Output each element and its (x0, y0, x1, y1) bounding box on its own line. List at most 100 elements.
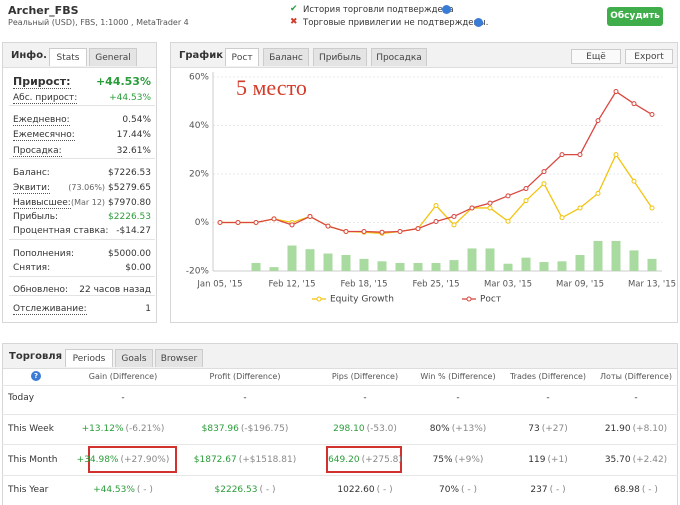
column-header: Gain (Difference) (88, 372, 158, 381)
info-label: Абс. прирост: (13, 93, 78, 104)
info-value-group: 0.54% (122, 114, 151, 126)
info-row: Прирост: +44.53% (13, 75, 151, 89)
cell-value: $2226.53 (214, 485, 258, 495)
table-cell: - (456, 392, 459, 404)
discuss-button[interactable]: Обсудить (607, 7, 663, 26)
info-value: $7970.80 (108, 198, 151, 208)
verified-text: История торговли подтверждена (303, 5, 454, 15)
table-cell: +13.12% (-6.21%) (82, 423, 165, 435)
cell-value: $1872.67 (193, 455, 237, 465)
help-icon[interactable] (442, 5, 451, 14)
info-label: Обновлено: (13, 285, 69, 295)
table-cell: 1022.60( - ) (337, 484, 392, 496)
info-value-group: +44.53% (109, 92, 151, 104)
row-separator (2, 475, 678, 476)
info-row: Ежедневно: 0.54% (13, 114, 151, 126)
tab[interactable]: Прибыль (313, 48, 367, 66)
info-row: Эквити: (73.06%) $5279.65 (13, 182, 151, 194)
info-label: Наивысшее: (13, 198, 71, 209)
cell-value: - (546, 393, 550, 403)
info-value: 32.61% (116, 146, 151, 156)
panel-title: Инфо. (11, 50, 47, 61)
cell-value: 237 (530, 485, 548, 495)
table-cell: $2226.53( - ) (215, 484, 276, 496)
info-value-group: 22 часов назад (79, 284, 151, 296)
export-button[interactable]: Export (625, 49, 673, 64)
table-cell: 75% (+9%) (433, 454, 484, 466)
cell-diff: ( - ) (136, 485, 153, 495)
cell-value: 75% (432, 455, 453, 465)
info-value-group: $2226.53 (108, 211, 151, 223)
info-label: Пополнения: (13, 249, 75, 259)
help-icon[interactable] (474, 18, 483, 27)
account-subtitle: Реальный (USD), FBS, 1:1000 , MetaTrader… (8, 18, 189, 27)
tab[interactable]: General (89, 48, 137, 66)
table-cell: 70%( - ) (439, 484, 477, 496)
info-value: 1 (145, 304, 151, 314)
cell-diff: (+27) (541, 424, 568, 434)
tab[interactable]: Рост (225, 48, 259, 66)
column-header: Pips (Difference) (331, 372, 399, 381)
info-value: $0.00 (125, 263, 151, 273)
tab[interactable]: Баланс (263, 48, 309, 66)
trading-panel: Торговля Periods Goals Browser (2, 343, 678, 505)
cell-value: 21.90 (604, 424, 631, 434)
table-cell: - (634, 392, 637, 404)
info-row: Прибыль: $2226.53 (13, 211, 151, 223)
cell-value: 119 (528, 455, 546, 465)
tab[interactable]: Stats (49, 48, 87, 66)
info-label: Прибыль: (13, 212, 59, 222)
cell-value: 68.98 (614, 485, 640, 495)
table-cell: - (243, 392, 246, 404)
column-header: Win % (Difference) (420, 372, 496, 381)
info-value-group: $5000.00 (108, 248, 151, 260)
info-label: Ежедневно: (13, 115, 70, 126)
cell-value: 70% (438, 485, 460, 495)
info-value-group: (Mar 12) $7970.80 (71, 197, 151, 209)
cell-value: 80% (429, 424, 450, 434)
row-separator (2, 385, 678, 386)
info-value-group: $0.00 (125, 262, 151, 274)
cell-diff: (+13%) (451, 424, 487, 434)
tab[interactable]: Просадка (371, 48, 427, 66)
cell-value: 649.20 (328, 455, 360, 465)
row-label: This Year (8, 485, 49, 495)
table-cell: +34.98% (+27.90%) (77, 454, 170, 466)
more-button[interactable]: Ещё (571, 49, 621, 64)
info-row: Абс. прирост: +44.53% (13, 92, 151, 104)
separator (9, 276, 155, 277)
row-separator (2, 414, 678, 415)
tab[interactable]: Browser (155, 349, 203, 367)
info-value: $7226.53 (108, 168, 151, 178)
highlight-box (88, 446, 177, 473)
table-cell: +44.53%( - ) (93, 484, 153, 496)
info-row: Пополнения: $5000.00 (13, 248, 151, 260)
tab[interactable]: Periods (65, 349, 113, 367)
info-label: Прирост: (13, 75, 71, 89)
cell-value: +44.53% (93, 485, 135, 495)
cell-diff: ( - ) (259, 485, 276, 495)
table-cell: - (121, 392, 124, 404)
info-row: Баланс: $7226.53 (13, 167, 151, 179)
separator (9, 239, 155, 240)
separator (9, 105, 155, 106)
cell-value: +13.12% (81, 424, 124, 434)
info-note: (Mar 12) (70, 198, 106, 207)
tab[interactable]: Goals (115, 349, 153, 367)
info-panel: Инфо. Stats General Прирост: +44.53% Абс. … (2, 42, 157, 323)
cell-value: - (121, 393, 125, 403)
help-icon[interactable]: ? (31, 371, 41, 381)
cell-diff: (-53.0) (366, 424, 397, 434)
separator (9, 295, 155, 296)
info-value: +44.53% (109, 93, 151, 103)
info-value: 22 часов назад (79, 285, 151, 295)
row-label: Today (8, 393, 35, 403)
info-row: Процентная ставка: -$14.27 (13, 225, 151, 237)
info-label: Снятия: (13, 263, 51, 273)
info-row: Просадка: 32.61% (13, 145, 151, 157)
info-value: $5279.65 (108, 183, 151, 193)
info-label: Процентная ставка: (13, 226, 109, 236)
info-row: Обновлено: 22 часов назад (13, 284, 151, 296)
info-row: Наивысшее: (Mar 12) $7970.80 (13, 197, 151, 209)
cell-value: 73 (528, 424, 540, 434)
